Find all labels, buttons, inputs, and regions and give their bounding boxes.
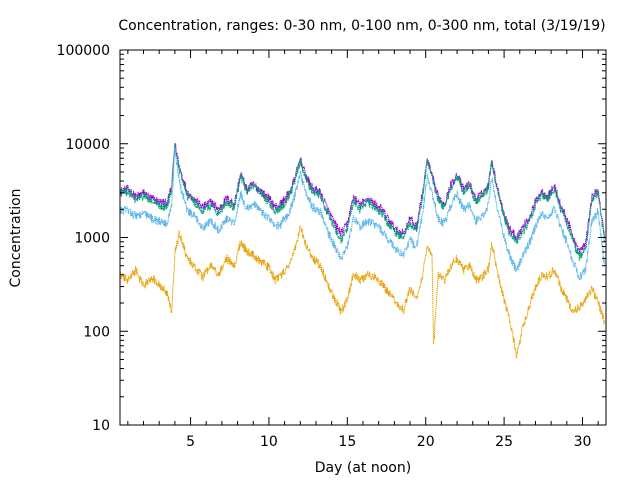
x-tick-label: 25 [495,434,513,450]
series-layer [119,142,605,359]
series-trace-2 [119,142,605,261]
y-tick-label: 1000 [74,231,110,247]
axes: 5 10 15 20 25 30 10 100 1000 10000 100000 [57,43,606,450]
series-trace-3 [119,148,605,281]
series-trace-4 [119,225,605,359]
x-tick-label: 30 [574,434,592,450]
y-tick-label: 100 [83,324,110,340]
y-tick-label: 10 [92,418,110,434]
x-tick-label: 5 [186,434,195,450]
y-tick-label: 100000 [57,43,110,59]
y-tick-label: 10000 [65,137,110,153]
x-tick-label: 20 [417,434,435,450]
x-axis-label: Day (at noon) [315,460,411,476]
x-tick-label: 15 [338,434,356,450]
y-axis-label: Concentration [8,188,24,287]
x-tick-label: 10 [260,434,278,450]
plot-frame [119,49,607,426]
chart-title: Concentration, ranges: 0-30 nm, 0-100 nm… [118,18,605,34]
